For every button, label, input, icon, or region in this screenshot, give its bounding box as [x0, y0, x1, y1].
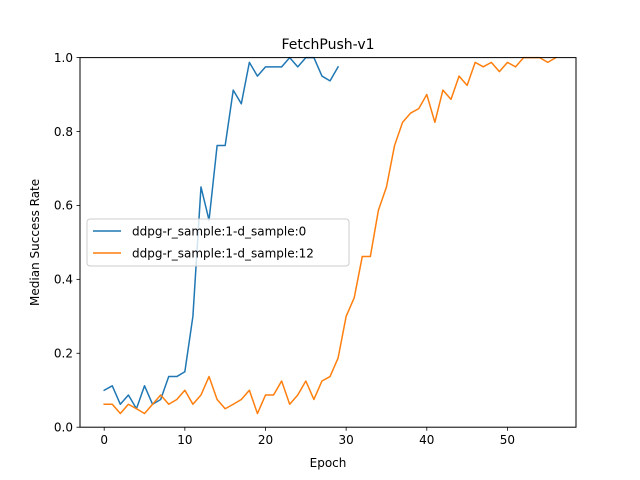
y-tick-label: 0.8 — [54, 125, 73, 139]
y-axis-label: Median Success Rate — [28, 179, 42, 306]
y-tick-label: 0.2 — [54, 347, 73, 361]
chart-title: FetchPush-v1 — [281, 37, 374, 53]
legend-label-1: ddpg-r_sample:1-d_sample:0 — [132, 224, 306, 238]
x-axis-label: Epoch — [310, 456, 347, 470]
x-tick-label: 10 — [177, 433, 192, 447]
x-tick-label: 0 — [100, 433, 108, 447]
x-tick-label: 50 — [500, 433, 515, 447]
y-axis: 0.0 0.2 0.4 0.6 0.8 1.0 — [54, 51, 80, 435]
series-line-1 — [103, 56, 340, 410]
legend-box — [86, 218, 350, 267]
legend: ddpg-r_sample:1-d_sample:0 ddpg-r_sample:… — [86, 218, 350, 267]
y-tick-label: 0.6 — [54, 199, 73, 213]
y-tick-label: 1.0 — [54, 51, 73, 65]
y-tick-label: 0.4 — [54, 273, 73, 287]
plot-frame — [79, 57, 577, 428]
y-tick-label: 0.0 — [54, 421, 73, 435]
legend-label-2: ddpg-r_sample:1-d_sample:12 — [132, 246, 314, 260]
x-tick-label: 30 — [339, 433, 354, 447]
series-line-2 — [103, 56, 557, 415]
x-tick-label: 40 — [419, 433, 434, 447]
x-tick-label: 20 — [258, 433, 273, 447]
x-axis: 0 10 20 30 40 50 — [100, 427, 515, 447]
series-layer — [103, 56, 557, 415]
